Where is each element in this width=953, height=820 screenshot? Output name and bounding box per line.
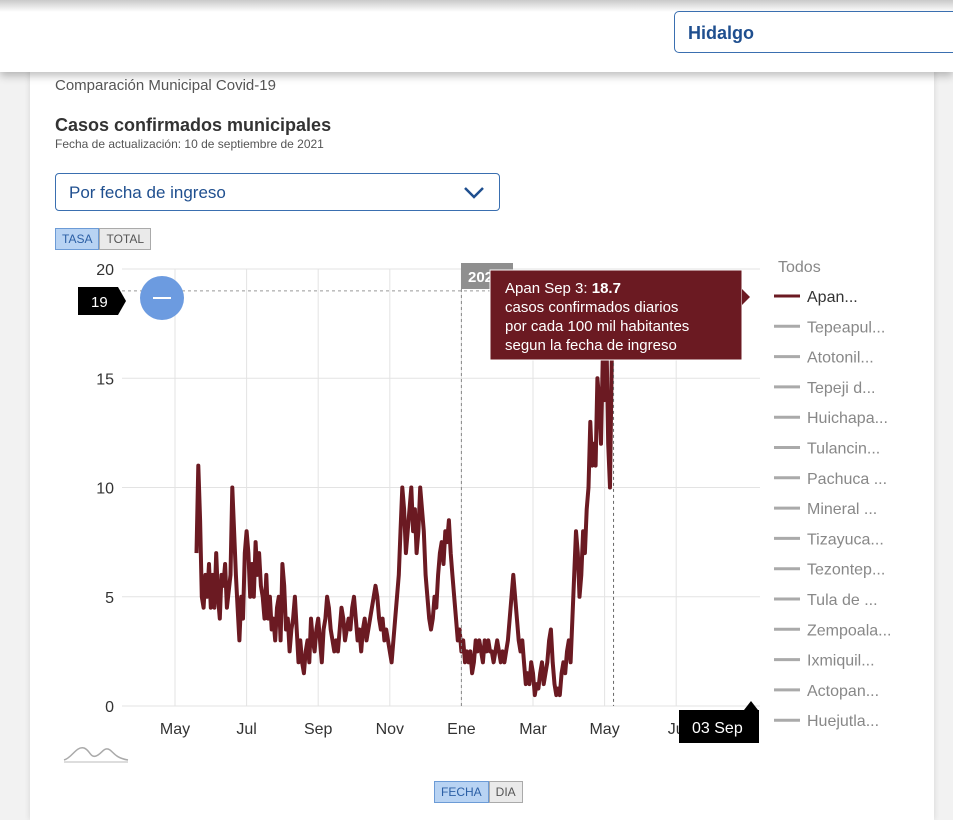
top-bar: Hidalgo [0, 0, 953, 72]
x-tick-label: May [160, 721, 190, 738]
y-crosshair-label: 19 [78, 287, 126, 315]
chevron-down-icon [464, 187, 484, 199]
axis-toggle: FECHA DIA [434, 781, 523, 803]
y-tick-label: 10 [96, 481, 114, 498]
x-tick-label: Nov [376, 721, 404, 738]
total-button[interactable]: TOTAL [99, 228, 152, 250]
tooltip-title: Apan Sep 3: 18.7 [505, 280, 621, 297]
y-tick-label: 20 [96, 262, 114, 279]
tooltip-box [489, 269, 743, 361]
series-lines[interactable] [194, 297, 616, 698]
x-tick-label: Sep [304, 721, 333, 738]
legend-all[interactable]: Todos [778, 259, 821, 276]
tooltip-line-2: por cada 100 mil habitantes [505, 318, 689, 335]
x-label-box [679, 710, 759, 743]
zoom-out-button[interactable] [140, 276, 184, 320]
tooltip-line-3: segun la fecha de ingreso [505, 337, 677, 354]
legend-item[interactable]: Tepeji d... [807, 380, 875, 397]
x-label-value: 03 Sep [692, 720, 743, 737]
y-label-box [78, 287, 126, 315]
tooltip-line-1: casos confirmados diarios [505, 299, 678, 316]
y-label-value: 19 [91, 294, 108, 311]
tooltip-value: 18.7 [592, 280, 621, 297]
legend-item[interactable]: Huejutla... [807, 713, 879, 730]
x-axis-ticks: May Jul Sep Nov Ene Mar May Ju [160, 721, 685, 738]
x-crosshair-label: 03 Sep [679, 701, 759, 743]
legend-item[interactable]: Huichapa... [807, 410, 888, 427]
legend-item[interactable]: Pachuca ... [807, 471, 887, 488]
tooltip: Apan Sep 3: 18.7 casos confirmados diari… [489, 269, 750, 361]
state-select[interactable]: Hidalgo [674, 11, 953, 53]
x-tick-label: Mar [519, 721, 547, 738]
legend-item[interactable]: Atotonil... [807, 350, 874, 367]
mode-select[interactable]: Por fecha de ingreso [55, 173, 500, 211]
state-select-value: Hidalgo [688, 23, 754, 43]
y-tick-label: 5 [105, 590, 114, 607]
y-tick-label: 15 [96, 371, 114, 388]
x-label-pointer [744, 701, 758, 710]
legend-item[interactable]: Ixmiquil... [807, 653, 875, 670]
legend-item[interactable]: Tizayuca... [807, 531, 884, 548]
x-tick-label: Ene [447, 721, 476, 738]
y-tick-label: 0 [105, 699, 114, 716]
tooltip-pointer [742, 289, 750, 305]
legend-item[interactable]: Tezontep... [807, 562, 885, 579]
legend-item[interactable]: Zempoala... [807, 622, 891, 639]
fecha-button[interactable]: FECHA [434, 781, 489, 803]
top-bar-shadow [0, 0, 953, 12]
legend-item[interactable]: Mineral ... [807, 501, 877, 518]
legend-item[interactable]: Apan... [807, 289, 858, 306]
legend-item[interactable]: Tepeapul... [807, 319, 885, 336]
tooltip-title-text: Apan Sep 3: [505, 280, 592, 297]
legend[interactable]: Todos Apan... Tepeapul... Atotonil... Tepej… [774, 259, 891, 730]
legend-item[interactable]: Tulancin... [807, 441, 880, 458]
mode-select-value: Por fecha de ingreso [69, 183, 226, 202]
y-axis-ticks: 0 5 10 15 20 [96, 262, 114, 716]
dia-button[interactable]: DIA [488, 781, 523, 803]
chart-title: Casos confirmados municipales [55, 115, 332, 135]
chart-subtitle: Fecha de actualización: 10 de septiembre… [55, 137, 324, 151]
chart-logo-icon [63, 747, 129, 763]
x-tick-label: Jul [236, 721, 256, 738]
legend-item[interactable]: Actopan... [807, 683, 879, 700]
legend-item[interactable]: Tula de ... [807, 592, 878, 609]
x-tick-label: May [589, 721, 619, 738]
section-heading: Comparación Municipal Covid-19 [55, 77, 276, 94]
tasa-button[interactable]: TASA [55, 228, 100, 250]
metric-toggle: TASA TOTAL [55, 228, 152, 250]
series-line-apan[interactable] [194, 297, 616, 698]
